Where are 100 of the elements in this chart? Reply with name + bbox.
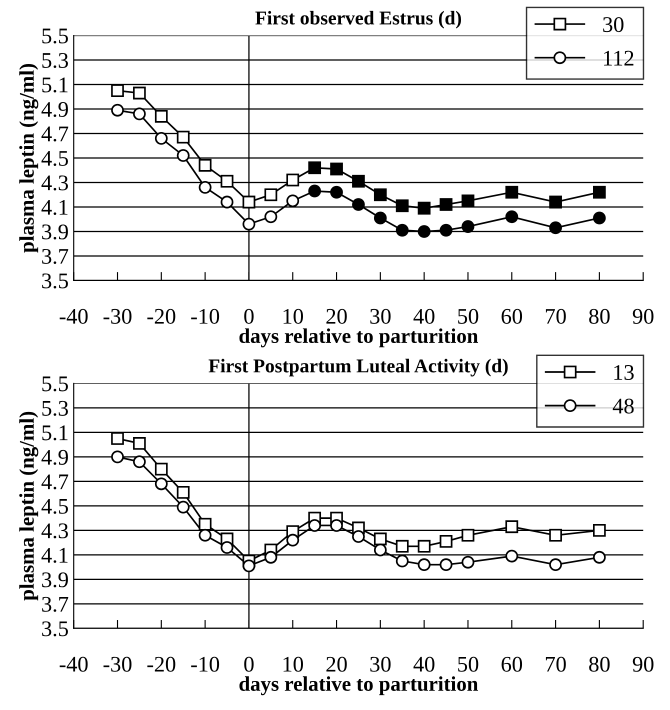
x-tick-label: 10: [284, 308, 303, 324]
y-tick-label: 5.1: [42, 425, 68, 440]
y-tick-label: 3.7: [42, 596, 68, 612]
x-tick-label: 80: [589, 308, 610, 324]
y-tick-label: 3.7: [42, 248, 68, 264]
x-tick-label: 40: [413, 308, 434, 324]
y-tick-label: 3.5: [42, 621, 68, 636]
point: [198, 158, 212, 172]
y-tick-label: 5.5: [42, 28, 68, 44]
point: [242, 559, 256, 572]
point: [593, 550, 606, 564]
point: [396, 540, 409, 553]
point: [176, 500, 190, 514]
x-tick-label: -30: [104, 656, 132, 672]
legend-label: 48: [612, 398, 634, 414]
chart-title: First observed Estrus (d): [255, 10, 462, 29]
point: [505, 520, 518, 534]
x-axis-title: days relative to parturition: [239, 676, 478, 696]
point: [242, 196, 256, 208]
point: [462, 528, 474, 542]
point: [549, 221, 562, 234]
point: [242, 218, 256, 230]
point: [264, 210, 278, 224]
y-tick-label: 5.5: [42, 376, 68, 392]
y-tick-label: 5.3: [42, 52, 68, 68]
chart-title: First Postpartum Luteal Activity (d): [208, 358, 508, 376]
point: [330, 519, 343, 532]
point: [220, 541, 234, 554]
point: [133, 437, 146, 450]
point: [418, 540, 431, 553]
point: [154, 110, 168, 123]
y-tick-label: 4.7: [41, 474, 68, 490]
point: [549, 528, 562, 542]
x-tick-label: 60: [502, 308, 522, 324]
y-tick-label: 4.9: [41, 102, 68, 118]
point: [462, 194, 474, 208]
point: [220, 174, 234, 188]
point: [264, 188, 278, 202]
y-tick-label: 4.5: [41, 498, 68, 514]
x-tick-label: 40: [413, 656, 434, 672]
legend-label: 112: [604, 50, 634, 66]
point: [286, 194, 300, 208]
point: [154, 132, 168, 145]
point: [133, 455, 146, 468]
x-tick-label: -10: [191, 308, 220, 324]
point: [133, 107, 146, 120]
x-tick-label: 0: [244, 656, 254, 672]
y-tick-label: 3.5: [42, 273, 68, 288]
x-tick-label: 0: [244, 308, 254, 324]
point: [396, 554, 409, 568]
y-tick-label: 5.1: [42, 78, 68, 93]
point: [176, 486, 190, 499]
y-tick-label: 5.3: [42, 400, 68, 416]
legend-label: 13: [614, 365, 634, 380]
point: [111, 104, 124, 117]
point: [462, 556, 474, 569]
x-tick-label: -20: [147, 656, 176, 672]
point: [330, 186, 343, 199]
x-tick-label: 30: [370, 656, 391, 672]
y-axis-title: plasma leptin (ng/ml): [19, 64, 38, 253]
point: [352, 198, 365, 211]
point: [198, 518, 212, 531]
point: [176, 130, 190, 144]
x-tick-label: 50: [458, 656, 478, 672]
point: [462, 220, 474, 233]
x-tick-label: 70: [546, 656, 566, 672]
x-tick-label: -40: [60, 308, 88, 324]
x-tick-label: -10: [191, 656, 220, 672]
legend-label: 30: [603, 17, 624, 32]
point: [308, 519, 322, 532]
point: [396, 199, 409, 212]
point: [549, 196, 562, 208]
y-tick-label: 3.9: [42, 224, 68, 240]
point: [330, 162, 343, 176]
point: [374, 188, 387, 202]
point: [418, 202, 431, 215]
point: [374, 212, 387, 224]
y-tick-label: 4.7: [41, 126, 68, 142]
y-tick-label: 4.3: [41, 175, 68, 190]
y-tick-label: 3.9: [42, 572, 68, 588]
x-tick-label: -30: [104, 308, 132, 324]
point: [111, 450, 124, 464]
x-tick-label: -20: [147, 308, 176, 324]
point: [505, 550, 518, 562]
x-tick-label: 90: [632, 656, 654, 672]
point: [111, 432, 124, 445]
point: [374, 544, 387, 556]
x-tick-label: 20: [326, 308, 347, 324]
point: [352, 530, 365, 543]
point: [418, 225, 431, 238]
point: [198, 180, 212, 194]
point: [352, 174, 365, 188]
point: [374, 532, 387, 546]
point: [418, 558, 431, 572]
point: [308, 184, 322, 198]
point: [440, 535, 452, 548]
y-axis-title: plasma leptin (ng/ml): [19, 412, 38, 601]
x-tick-label: 90: [632, 308, 654, 324]
point: [440, 198, 452, 211]
x-tick-label: 60: [502, 656, 522, 672]
